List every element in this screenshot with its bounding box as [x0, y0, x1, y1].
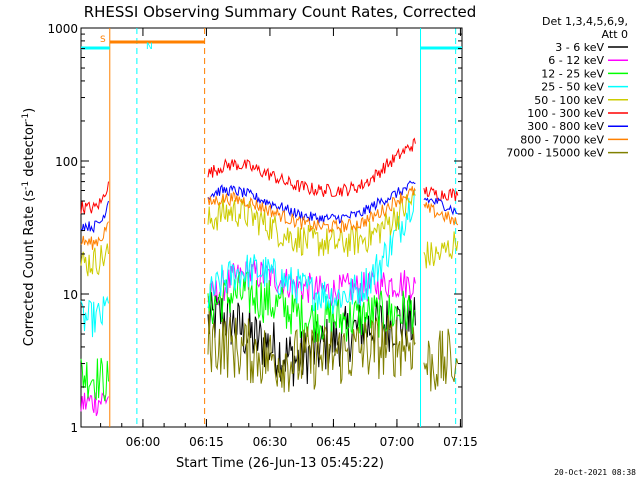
series-line — [80, 221, 109, 250]
x-axis-label: Start Time (26-Jun-13 05:45:22) — [176, 456, 384, 471]
series-7 — [80, 186, 459, 250]
x-tick-label: 06:15 — [189, 435, 224, 449]
legend-header-2: Att 0 — [602, 28, 628, 41]
legend-label: 7000 - 15000 keV — [506, 147, 604, 160]
y-tick-label: 1 — [70, 421, 78, 435]
series-2 — [80, 271, 416, 402]
x-tick-label: 07:15 — [443, 435, 478, 449]
series-line — [80, 295, 109, 338]
footer-date: 20-Oct-2021 08:38 — [554, 468, 636, 477]
y-label-sup2: -1 — [21, 113, 31, 122]
plot-frame — [80, 27, 463, 428]
series-line — [207, 186, 416, 234]
x-tick-label: 06:45 — [316, 435, 351, 449]
series-8 — [207, 310, 459, 393]
series-line — [207, 137, 416, 197]
y-axis-label: Corrected Count Rate (s-1 detector-1) — [21, 108, 37, 346]
y-label-end: ) — [22, 108, 37, 113]
series-line — [423, 231, 459, 269]
legend-label: 100 - 300 keV — [527, 107, 604, 120]
y-axis: 1 10 100 1000 — [47, 22, 462, 435]
x-tick-label: 07:00 — [380, 435, 415, 449]
series-6 — [80, 180, 459, 234]
series-line — [80, 357, 109, 402]
legend-header-1: Det 1,3,4,5,6,9, — [542, 15, 628, 28]
y-tick-label: 10 — [63, 288, 78, 302]
legend-label: 50 - 100 keV — [534, 94, 604, 107]
y-label-sup1: -1 — [21, 181, 31, 190]
y-tick-label: 1000 — [47, 22, 78, 36]
series-line — [207, 310, 416, 393]
legend-label: 12 - 25 keV — [541, 67, 604, 80]
legend-label: 3 - 6 keV — [555, 41, 604, 54]
series-line — [80, 200, 109, 234]
series-line — [423, 186, 459, 202]
series-line — [207, 190, 416, 257]
legend-label: 300 - 800 keV — [527, 120, 604, 133]
legend-label: 800 - 7000 keV — [520, 133, 604, 146]
annotation-n: N — [146, 42, 153, 52]
x-tick-label: 06:30 — [253, 435, 288, 449]
y-label-mid: detector — [22, 121, 37, 181]
series-3 — [80, 189, 416, 338]
chart-marks: SN — [80, 28, 462, 427]
series-line — [80, 243, 109, 277]
y-label-main: Corrected Count Rate (s — [22, 190, 37, 347]
series-line — [423, 202, 459, 226]
y-tick-label: 100 — [55, 155, 78, 169]
x-axis: 06:00 06:15 06:30 06:45 07:00 07:15 — [100, 28, 478, 449]
series-line — [207, 189, 416, 315]
series-line — [207, 271, 416, 343]
series-line — [80, 181, 109, 214]
chart-title: RHESSI Observing Summary Count Rates, Co… — [84, 3, 477, 21]
annotation-s: S — [100, 35, 106, 45]
legend-label: 6 - 12 keV — [548, 54, 604, 67]
series-line — [423, 197, 459, 216]
series-line — [207, 180, 416, 225]
series-4 — [80, 190, 459, 277]
series-line — [423, 328, 459, 392]
x-tick-label: 06:00 — [126, 435, 161, 449]
legend-label: 25 - 50 keV — [541, 81, 604, 94]
